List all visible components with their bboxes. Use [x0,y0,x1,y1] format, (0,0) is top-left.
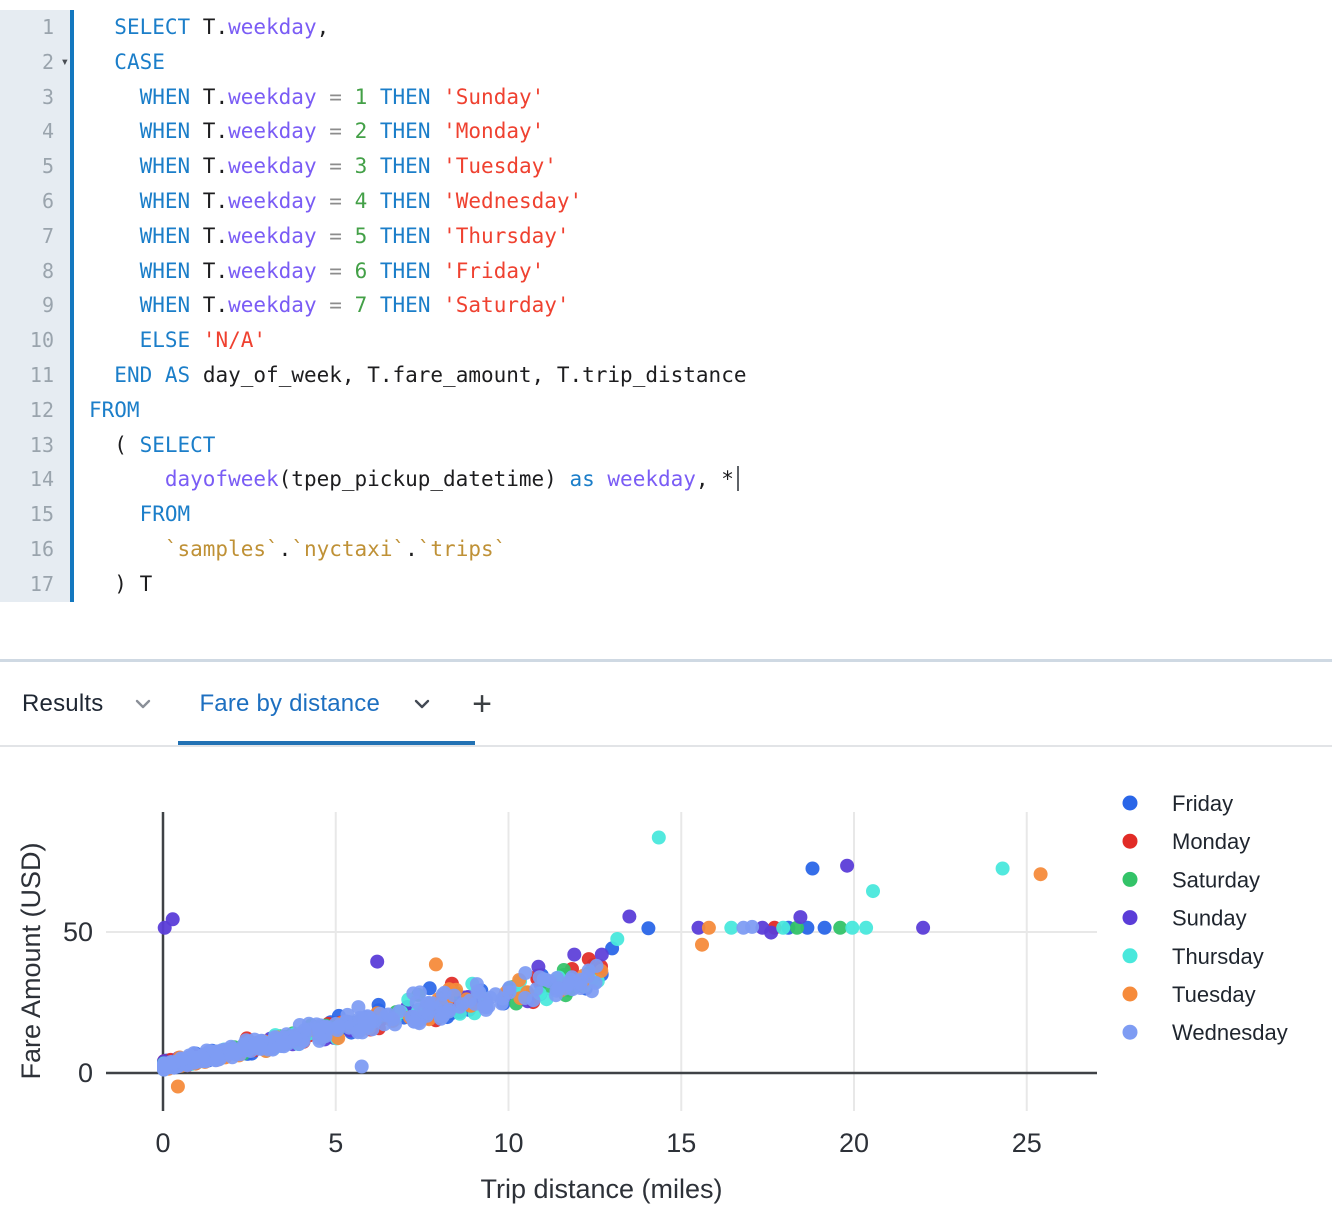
line-number: 4 [0,114,74,150]
legend-label: Tuesday [1172,982,1256,1007]
code-text: END AS day_of_week, T.fare_amount, T.tri… [114,362,747,387]
legend-label: Sunday [1172,906,1247,931]
legend-item-friday[interactable]: Friday [1122,791,1234,816]
line-number: 15 [0,497,74,532]
chevron-down-icon[interactable] [135,699,151,709]
line-number: 9 [0,288,74,324]
y-axis-title: Fare Amount (USD) [16,842,46,1079]
tab-results[interactable]: Results [22,690,151,718]
code-text: FROM [139,502,191,527]
active-tab-underline [178,741,475,745]
editor-divider [0,659,1332,662]
fare-by-distance-chart[interactable]: 0 5 10 15 20 25 0 50 Trip distance (miles) Fare A… [0,750,1332,1220]
legend-item-sunday[interactable]: Sunday [1122,906,1247,931]
line-number: 11 [0,357,74,393]
code-line[interactable]: 16 `samples`.`nyctaxi`.`trips` [0,531,1332,567]
code-line[interactable]: 7 WHEN T.weekday = 5 THEN 'Thursday' [0,218,1332,254]
legend-item-wednesday[interactable]: Wednesday [1122,1020,1288,1045]
code-line[interactable]: 17 ) T [0,566,1332,602]
code-line[interactable]: 1 SELECT T.weekday, [0,10,1332,45]
code-line[interactable]: 10 ELSE 'N/A' [0,323,1332,358]
code-text: WHEN T.weekday = 3 THEN 'Tuesday' [139,154,557,179]
line-number: 6 [0,183,74,219]
x-tick-label: 0 [155,1128,170,1158]
tabbar-divider [0,745,1332,747]
code-line[interactable]: 15 FROM [0,497,1332,532]
code-line[interactable]: 12 FROM [0,392,1332,428]
series-wednesday[interactable] [157,919,760,1077]
results-tab-label: Results [22,689,104,717]
code-text: WHEN T.weekday = 1 THEN 'Sunday' [139,84,545,109]
line-number: 3 [0,79,74,115]
results-tab-bar: Results Fare by distance + [0,662,1332,745]
code-line[interactable]: 3 WHEN T.weekday = 1 THEN 'Sunday' [0,79,1332,115]
code-line[interactable]: 9 WHEN T.weekday = 7 THEN 'Saturday' [0,288,1332,324]
code-text: FROM [89,397,140,422]
code-text: SELECT T.weekday, [114,15,330,39]
code-text: WHEN T.weekday = 2 THEN 'Monday' [139,119,545,144]
line-number: 10 [0,323,74,358]
text-cursor [736,466,739,492]
legend-label: Wednesday [1172,1020,1288,1045]
line-number: 1 [0,10,74,45]
x-axis-title: Trip distance (miles) [480,1174,722,1204]
code-line[interactable]: 13 ( SELECT [0,427,1332,463]
legend-item-monday[interactable]: Monday [1122,829,1251,854]
x-tick-label: 25 [1012,1128,1042,1158]
legend-label: Friday [1172,791,1233,816]
code-text: ) T [89,571,153,596]
y-tick-label: 50 [63,917,93,947]
legend-item-tuesday[interactable]: Tuesday [1122,982,1256,1007]
sql-editor[interactable]: 1 SELECT T.weekday, 2 ▾ CASE 3 WHEN T.weekd… [0,0,1332,602]
chart-tab-label: Fare by distance [199,689,381,717]
line-number: 16 [0,531,74,567]
code-line[interactable]: 5 WHEN T.weekday = 3 THEN 'Tuesday' [0,149,1332,184]
x-tick-label: 20 [839,1128,869,1158]
tab-fare-by-distance[interactable]: Fare by distance [199,690,430,718]
y-tick-label: 0 [78,1058,93,1088]
line-number: 2 ▾ [0,44,74,80]
code-text: WHEN T.weekday = 7 THEN 'Saturday' [139,293,570,318]
x-tick-label: 5 [328,1128,343,1158]
fold-toggle-icon[interactable]: ▾ [60,53,69,70]
code-line[interactable]: 14 dayofweek(tpep_pickup_datetime) as we… [0,462,1332,498]
line-number: 14 [0,462,74,498]
code-text: WHEN T.weekday = 4 THEN 'Wednesday' [139,188,583,213]
code-line[interactable]: 2 ▾ CASE [0,44,1332,80]
add-visualization-button[interactable]: + [472,684,492,723]
code-line[interactable]: 6 WHEN T.weekday = 4 THEN 'Wednesday' [0,183,1332,219]
code-text: WHEN T.weekday = 5 THEN 'Thursday' [139,223,570,248]
line-number: 13 [0,427,74,463]
scatter-plot-canvas[interactable]: 0 5 10 15 20 25 0 50 Trip distance (miles) Fare A… [0,750,1332,1220]
x-tick-label: 15 [666,1128,696,1158]
code-text: dayofweek(tpep_pickup_datetime) as weekd… [74,462,739,497]
legend-label: Saturday [1172,867,1260,892]
legend-label: Monday [1172,829,1250,854]
line-number: 7 [0,218,74,254]
legend-item-thursday[interactable]: Thursday [1122,944,1264,969]
legend-item-saturday[interactable]: Saturday [1122,867,1261,892]
code-text: ( SELECT [89,432,216,457]
chevron-down-icon[interactable] [414,699,430,709]
code-text: ELSE 'N/A' [139,328,267,353]
x-tick-label: 10 [493,1128,523,1158]
code-line[interactable]: 8 WHEN T.weekday = 6 THEN 'Friday' [0,253,1332,289]
code-text: CASE [114,49,165,74]
line-number: 12 [0,392,74,428]
code-line[interactable]: 4 WHEN T.weekday = 2 THEN 'Monday' [0,114,1332,150]
code-text: WHEN T.weekday = 6 THEN 'Friday' [139,258,545,283]
code-line[interactable]: 11 END AS day_of_week, T.fare_amount, T.… [0,357,1332,393]
line-number: 8 [0,253,74,289]
legend-label: Thursday [1172,944,1264,969]
code-text: `samples`.`nyctaxi`.`trips` [164,536,507,561]
line-number: 5 [0,149,74,184]
line-number: 17 [0,566,74,602]
